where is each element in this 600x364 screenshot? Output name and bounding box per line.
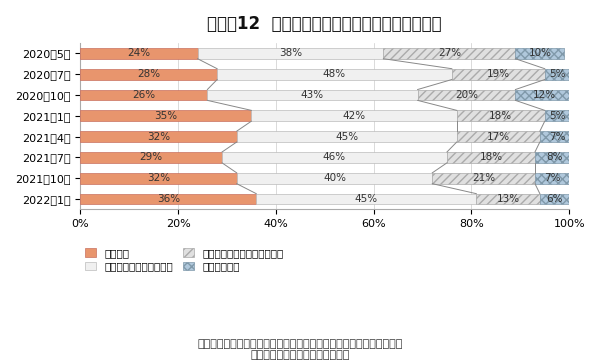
Bar	[80, 131, 236, 142]
Bar	[452, 69, 545, 80]
Title: 図表－12  コロナ禍後もテレワークを行いたいか: 図表－12 コロナ禍後もテレワークを行いたいか	[208, 15, 442, 33]
Bar	[535, 173, 569, 184]
Text: 46%: 46%	[323, 153, 346, 162]
Text: 8%: 8%	[546, 153, 563, 162]
Bar	[432, 173, 535, 184]
Bar	[447, 152, 535, 163]
Bar	[251, 110, 457, 121]
Bar	[80, 173, 236, 184]
Text: 12%: 12%	[533, 90, 556, 100]
Text: 45%: 45%	[355, 194, 378, 204]
Text: 29%: 29%	[140, 153, 163, 162]
Text: 17%: 17%	[487, 132, 510, 142]
Text: 24%: 24%	[127, 48, 151, 58]
Text: 32%: 32%	[147, 132, 170, 142]
Bar	[236, 131, 457, 142]
Text: 45%: 45%	[335, 132, 358, 142]
Text: 28%: 28%	[137, 69, 160, 79]
Bar	[256, 194, 476, 205]
Text: 5%: 5%	[549, 69, 565, 79]
Legend: そう思う, どちらか言えばそう思う, どちらか言えばそう思わない, そう思わない: そう思う, どちらか言えばそう思う, どちらか言えばそう思わない, そう思わない	[85, 248, 283, 272]
Text: 35%: 35%	[154, 111, 178, 121]
Bar	[208, 90, 418, 100]
Bar	[457, 131, 540, 142]
Bar	[535, 152, 574, 163]
Bar	[80, 110, 251, 121]
Text: 27%: 27%	[438, 48, 461, 58]
Text: 5%: 5%	[549, 111, 565, 121]
Text: （出所）公益財団法人日本生産性本部「働く人の意識に関する調査」
をもとにニッセイ基礎研究所作成: （出所）公益財団法人日本生産性本部「働く人の意識に関する調査」 をもとにニッセイ…	[197, 339, 403, 360]
Text: 18%: 18%	[489, 111, 512, 121]
Text: 42%: 42%	[343, 111, 365, 121]
Text: 13%: 13%	[497, 194, 520, 204]
Text: 18%: 18%	[479, 153, 503, 162]
Bar	[80, 69, 217, 80]
Text: 10%: 10%	[529, 48, 551, 58]
Text: 36%: 36%	[157, 194, 180, 204]
Bar	[545, 110, 569, 121]
Text: 7%: 7%	[544, 173, 560, 183]
Text: 26%: 26%	[132, 90, 155, 100]
Bar	[515, 90, 574, 100]
Bar	[457, 110, 545, 121]
Bar	[197, 48, 383, 59]
Bar	[80, 48, 197, 59]
Bar	[540, 131, 574, 142]
Bar	[80, 194, 256, 205]
Text: 7%: 7%	[549, 132, 565, 142]
Text: 20%: 20%	[455, 90, 478, 100]
Text: 32%: 32%	[147, 173, 170, 183]
Bar	[545, 69, 569, 80]
Bar	[418, 90, 515, 100]
Bar	[222, 152, 447, 163]
Text: 43%: 43%	[301, 90, 324, 100]
Bar	[236, 173, 432, 184]
Bar	[476, 194, 540, 205]
Text: 48%: 48%	[323, 69, 346, 79]
Bar	[217, 69, 452, 80]
Bar	[80, 90, 208, 100]
Bar	[540, 194, 569, 205]
Text: 6%: 6%	[546, 194, 563, 204]
Text: 21%: 21%	[472, 173, 495, 183]
Text: 38%: 38%	[279, 48, 302, 58]
Text: 40%: 40%	[323, 173, 346, 183]
Bar	[80, 152, 222, 163]
Text: 19%: 19%	[487, 69, 510, 79]
Bar	[383, 48, 515, 59]
Bar	[515, 48, 564, 59]
